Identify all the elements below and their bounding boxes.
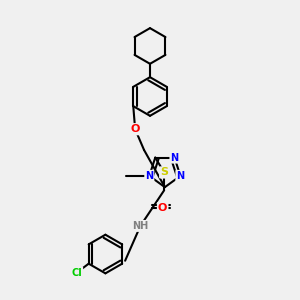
Text: Cl: Cl <box>71 268 82 278</box>
Text: Clc1cccc(N...: Clc1cccc(N... <box>150 146 185 151</box>
Text: N: N <box>176 171 184 181</box>
Text: O: O <box>130 124 140 134</box>
Text: NH: NH <box>132 221 148 231</box>
Text: S: S <box>160 167 168 177</box>
Text: N: N <box>170 153 178 163</box>
Text: N: N <box>145 171 153 181</box>
Text: O: O <box>158 203 167 213</box>
